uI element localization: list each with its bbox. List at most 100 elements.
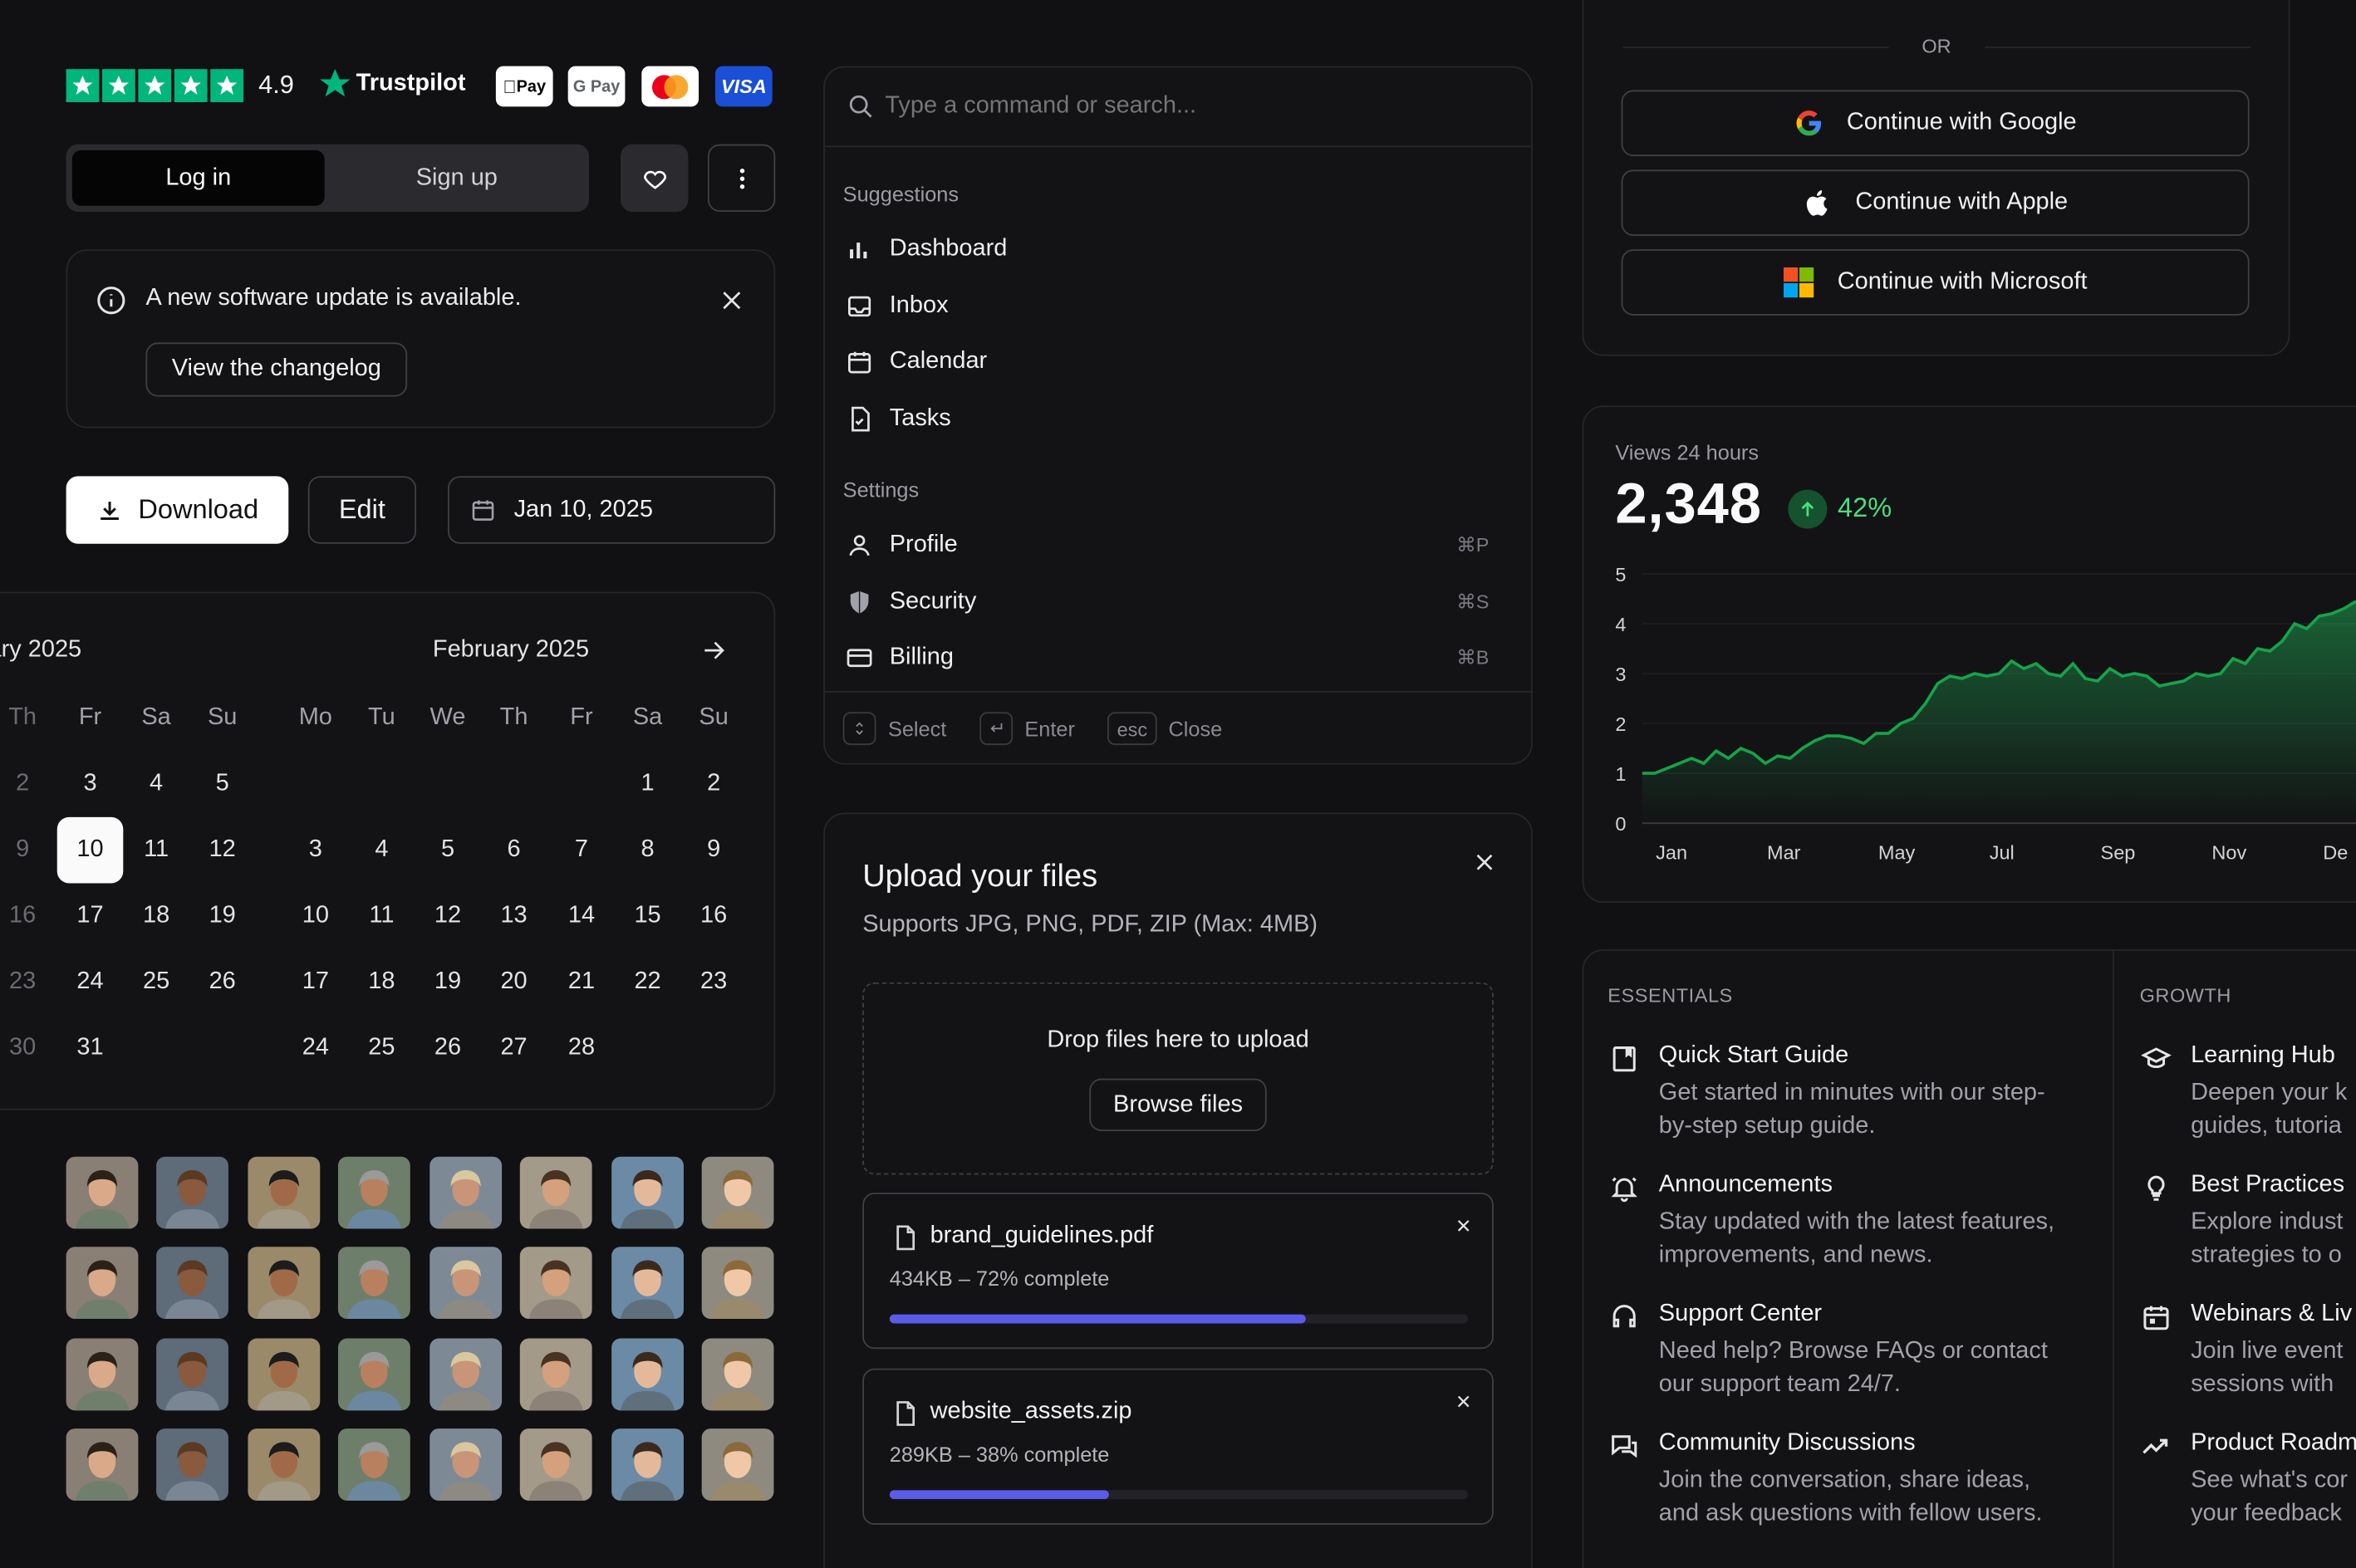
login-tab[interactable]: Log in [71, 149, 325, 206]
resource-title[interactable]: Announcements [1658, 1171, 1833, 1198]
calendar-day[interactable]: 22 [634, 968, 661, 995]
calendar-day[interactable]: 31 [76, 1035, 104, 1061]
calendar-day[interactable]: 16 [9, 903, 37, 929]
remove-file-icon[interactable] [1456, 1394, 1471, 1409]
calendar-day[interactable]: 3 [83, 770, 97, 796]
calendar-day[interactable]: 7 [574, 836, 589, 863]
calendar-day[interactable]: 3 [308, 836, 322, 863]
calendar-day[interactable]: 25 [368, 1035, 395, 1061]
resource-title[interactable]: Community Discussions [1658, 1429, 1916, 1456]
calendar-day[interactable]: 9 [16, 836, 30, 863]
essentials-heading: ESSENTIALS [1607, 983, 1733, 1007]
series-line [1642, 600, 2356, 775]
calendar-day[interactable]: 24 [76, 968, 104, 995]
calendar-day[interactable]: 9 [707, 836, 721, 863]
file-progress-text: 289KB – 38% complete [889, 1442, 1110, 1467]
more-button[interactable] [707, 144, 776, 213]
calendar-day[interactable]: 11 [369, 903, 395, 929]
calendar-day[interactable]: 8 [641, 836, 655, 863]
resource-title[interactable]: Product Roadm [2191, 1429, 2356, 1456]
calendar-day[interactable]: 20 [500, 968, 528, 995]
calendar-day[interactable]: 13 [500, 903, 528, 929]
calendar-day[interactable]: 28 [567, 1035, 596, 1061]
calendar-day[interactable]: 14 [567, 903, 596, 929]
calendar-day[interactable]: 30 [9, 1035, 37, 1061]
calendar-day[interactable]: 24 [302, 1035, 329, 1061]
trustpilot-wordmark: Trustpilot [356, 71, 466, 96]
calendar-day[interactable]: 12 [434, 903, 462, 929]
command-item-security[interactable]: Security ⌘S [846, 577, 1509, 628]
resource-description: strategies to o [2191, 1242, 2342, 1268]
calendar-day[interactable]: 18 [368, 968, 395, 995]
download-button[interactable]: Download [66, 476, 289, 544]
calendar-day[interactable]: 2 [16, 770, 30, 796]
command-item-inbox[interactable]: Inbox [846, 281, 949, 331]
signup-tab[interactable]: Sign up [415, 164, 498, 190]
google-login-button[interactable]: Continue with Google [1621, 90, 2250, 157]
calendar-day[interactable]: 12 [209, 836, 236, 863]
command-item-profile[interactable]: Profile ⌘P [846, 520, 1509, 571]
command-item-calendar[interactable]: Calendar [846, 336, 987, 387]
calendar-day[interactable]: 23 [700, 968, 728, 995]
calendar-day[interactable]: 19 [434, 968, 462, 995]
weekday-label: Fr [78, 704, 102, 731]
calendar-day[interactable]: 5 [440, 836, 455, 863]
calendar-day[interactable]: 17 [302, 968, 329, 995]
remove-file-icon[interactable] [1456, 1218, 1471, 1233]
file-name: website_assets.zip [930, 1398, 1132, 1424]
resource-description: See what's cor [2191, 1468, 2348, 1493]
calendar-day[interactable]: 4 [375, 836, 389, 863]
calendar-day[interactable]: 25 [142, 968, 170, 995]
calendar-day[interactable]: 27 [500, 1035, 528, 1061]
divider [824, 145, 1532, 148]
command-item-tasks[interactable]: Tasks [846, 394, 951, 444]
avatar [429, 1338, 503, 1411]
file-icon [896, 1225, 915, 1251]
resource-description: Stay updated with the latest features, [1658, 1209, 2055, 1235]
apple-login-button[interactable]: Continue with Apple [1621, 169, 2250, 236]
calendar-day[interactable]: 21 [567, 968, 596, 995]
calendar-day[interactable]: 4 [150, 770, 164, 796]
resource-title[interactable]: Webinars & Liv [2191, 1301, 2353, 1327]
calendar-day[interactable]: 6 [507, 836, 521, 863]
graduation-cap-icon [2141, 1047, 2172, 1069]
enter-key-icon [979, 712, 1013, 746]
command-search-input[interactable] [885, 82, 1486, 131]
calendar-day[interactable]: 10 [302, 903, 329, 929]
calendar-day[interactable]: 26 [209, 968, 236, 995]
date-value: Jan 10, 2025 [513, 496, 653, 522]
calendar-day[interactable]: 19 [209, 903, 236, 929]
calendar-day[interactable]: 5 [215, 770, 229, 796]
calendar-day[interactable]: 18 [142, 903, 170, 929]
shortcut-hint: ⌘B [1456, 645, 1490, 669]
favorite-button[interactable] [620, 144, 689, 213]
lightbulb-icon [2147, 1175, 2165, 1201]
calendar-day[interactable]: 2 [707, 770, 721, 796]
close-icon[interactable] [1473, 850, 1497, 875]
calendar-day[interactable]: 26 [434, 1035, 462, 1061]
command-item-billing[interactable]: Billing ⌘B [846, 632, 1509, 683]
calendar-day[interactable]: 11 [144, 836, 169, 863]
browse-files-button[interactable]: Browse files [1089, 1078, 1267, 1131]
close-icon[interactable] [719, 287, 746, 314]
calendar-day-selected[interactable]: 10 [56, 816, 124, 884]
dropzone[interactable]: Drop files here to upload Browse files [862, 982, 1494, 1175]
date-picker[interactable]: Jan 10, 2025 [447, 476, 776, 544]
calendar-day[interactable]: 16 [700, 903, 728, 929]
changelog-button[interactable]: View the changelog [145, 342, 408, 397]
command-item-dashboard[interactable]: Dashboard [846, 223, 1007, 274]
arrow-right-icon[interactable] [700, 637, 728, 664]
resource-title[interactable]: Quick Start Guide [1658, 1042, 1849, 1068]
resource-title[interactable]: Support Center [1658, 1301, 1823, 1327]
edit-button[interactable]: Edit [307, 476, 417, 544]
calendar-day[interactable]: 23 [9, 968, 37, 995]
microsoft-login-button[interactable]: Continue with Microsoft [1621, 249, 2250, 316]
calendar-day[interactable]: 1 [641, 770, 655, 796]
calendar-day[interactable]: 15 [634, 903, 661, 929]
command-palette: Suggestions Dashboard Inbox Calendar Tas… [823, 66, 1533, 765]
progress-fill [889, 1490, 1110, 1500]
avatar [519, 1247, 592, 1320]
calendar-day[interactable]: 17 [76, 903, 104, 929]
resource-title[interactable]: Best Practices [2191, 1171, 2345, 1198]
resource-title[interactable]: Learning Hub [2191, 1042, 2335, 1068]
